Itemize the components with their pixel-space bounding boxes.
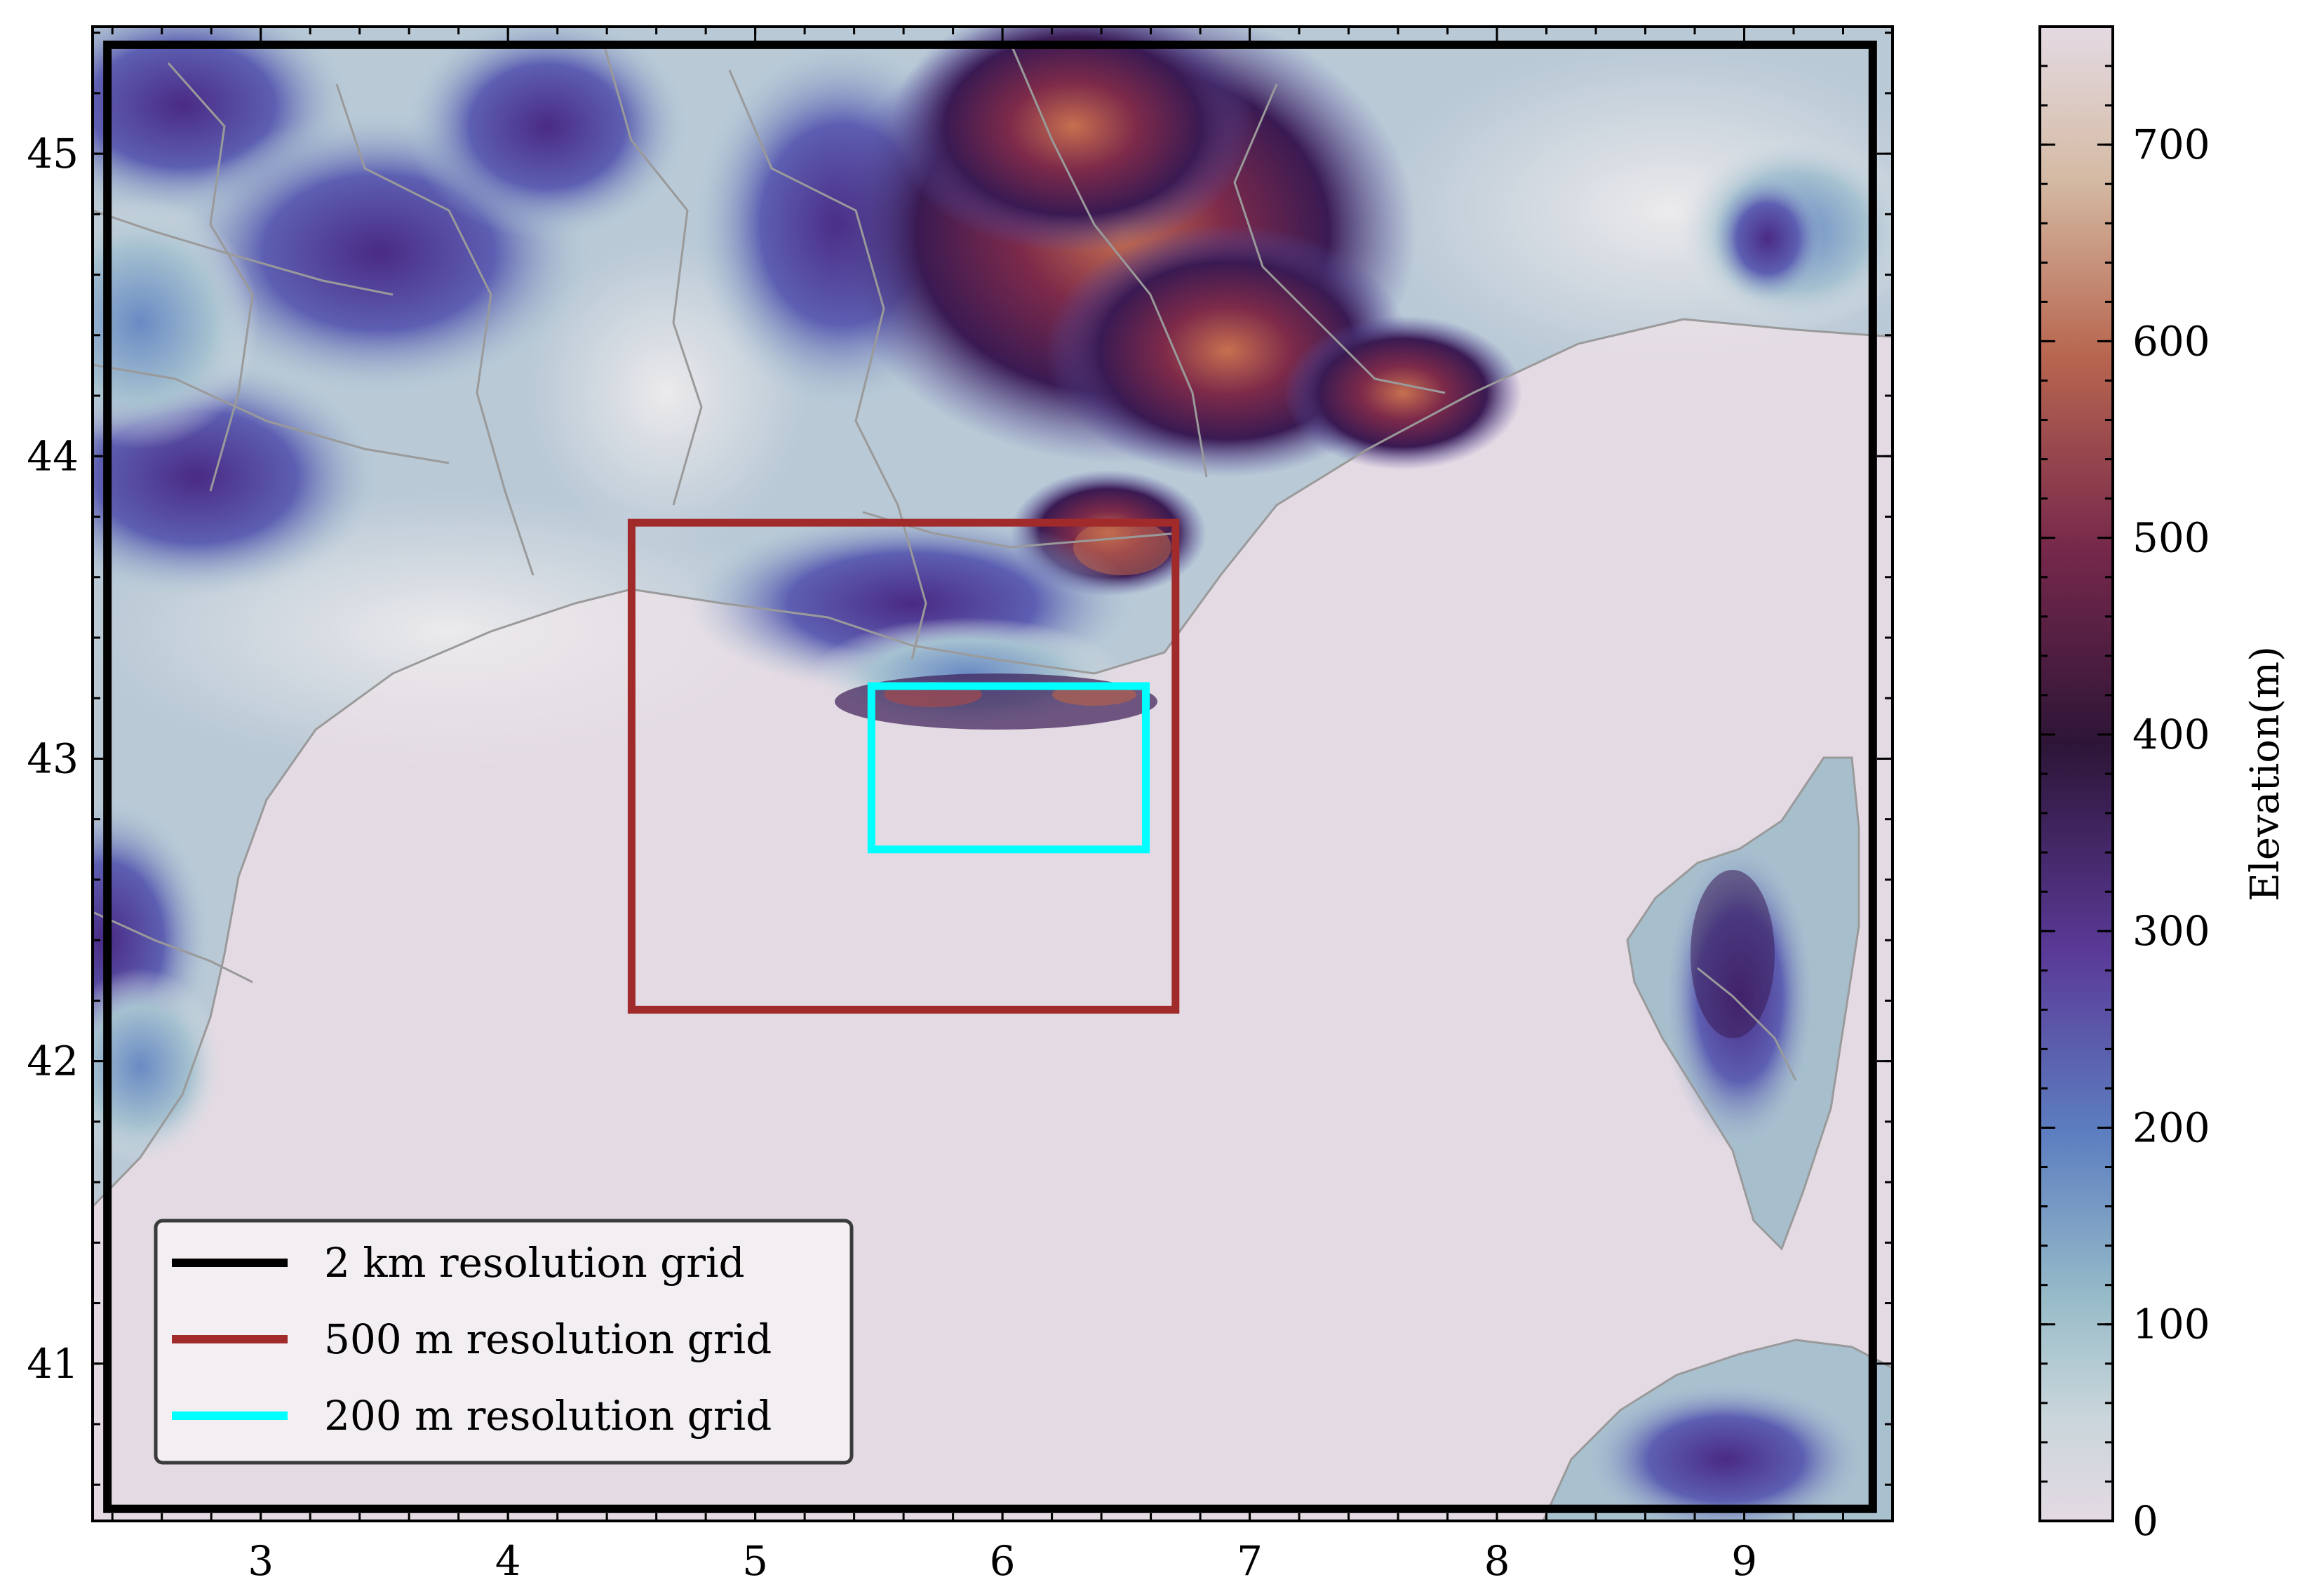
x-tick-label: 8 xyxy=(1484,1537,1510,1585)
colorbar-ticks xyxy=(2040,25,2113,1522)
x-tick-label: 7 xyxy=(1237,1537,1263,1585)
legend-label-2km: 2 km resolution grid xyxy=(324,1239,745,1287)
grid-500m-outline xyxy=(627,518,1180,1014)
x-axis-labels: 3 4 5 6 7 8 9 xyxy=(248,1537,1757,1585)
colorbar-tick-label: 600 xyxy=(2132,317,2210,365)
map-frame xyxy=(91,25,1894,1522)
colorbar-tick-labels: 0 100 200 300 400 500 600 700 xyxy=(2132,121,2210,1545)
colorbar-tick-label: 700 xyxy=(2132,121,2210,168)
colorbar-tick-label: 500 xyxy=(2132,514,2210,562)
legend-label-200m: 200 m resolution grid xyxy=(324,1392,772,1440)
x-tick-label: 9 xyxy=(1731,1537,1757,1585)
y-axis-ticks xyxy=(93,32,1893,1486)
x-tick-label: 5 xyxy=(742,1537,768,1585)
grid-2km-outline xyxy=(103,40,1877,1513)
colorbar-label: Elevation(m) xyxy=(2243,646,2288,901)
y-tick-label: 43 xyxy=(27,735,79,782)
x-tick-label: 3 xyxy=(248,1537,274,1585)
elevation-raster xyxy=(93,27,1893,1521)
legend-label-500m: 500 m resolution grid xyxy=(324,1315,772,1363)
colorbar-tick-label: 0 xyxy=(2132,1497,2158,1545)
colorbar-tick-label: 400 xyxy=(2132,711,2210,758)
colorbar-tick-label: 100 xyxy=(2132,1301,2210,1348)
y-tick-label: 44 xyxy=(27,432,79,480)
y-tick-label: 42 xyxy=(27,1038,79,1085)
border-lines xyxy=(93,41,1893,1521)
y-axis-labels: 41 42 43 44 45 xyxy=(27,130,79,1388)
x-tick-label: 4 xyxy=(495,1537,521,1585)
map-axes: 3 4 5 6 7 8 9 41 42 43 44 45 2 km resolu… xyxy=(27,25,1894,1585)
x-axis-ticks xyxy=(111,27,1894,1521)
legend-box xyxy=(154,1219,854,1465)
grid-200m-outline xyxy=(867,682,1150,854)
legend: 2 km resolution grid 500 m resolution gr… xyxy=(154,1219,854,1465)
colorbar-gradient xyxy=(2038,25,2114,1522)
colorbar: 0 100 200 300 400 500 600 700 Elevation(… xyxy=(2038,25,2288,1545)
y-tick-label: 45 xyxy=(27,130,79,177)
y-tick-label: 41 xyxy=(27,1340,79,1388)
colorbar-tick-label: 200 xyxy=(2132,1104,2210,1151)
colorbar-tick-label: 300 xyxy=(2132,907,2210,955)
x-tick-label: 6 xyxy=(990,1537,1016,1585)
